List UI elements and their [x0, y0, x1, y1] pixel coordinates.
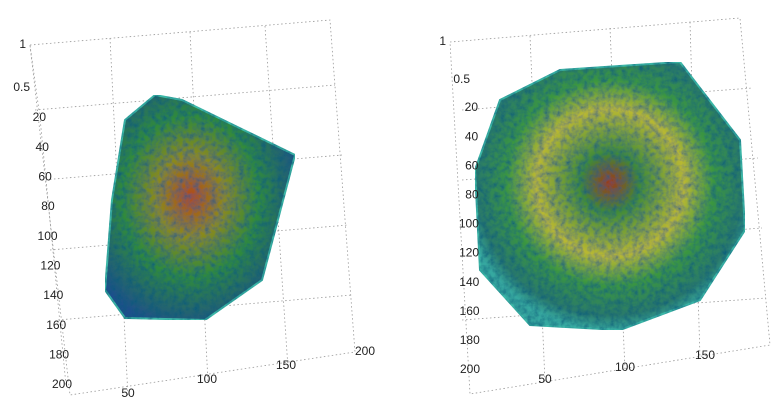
y-tick-label: 40 [36, 140, 50, 154]
z-tick-label: 0.5 [13, 80, 30, 94]
y-tick-label: 140 [459, 275, 479, 289]
y-tick-label: 80 [41, 199, 55, 213]
x-tick-label: 50 [121, 386, 135, 400]
y-tick-label: 20 [33, 110, 47, 124]
x-tick-label: 100 [615, 360, 635, 374]
x-tick-label: 150 [695, 348, 715, 362]
y-tick-label: 160 [46, 318, 66, 332]
y-tick-label: 60 [38, 170, 52, 184]
x-tick-label: 50 [538, 372, 552, 386]
y-tick-label: 120 [40, 259, 60, 273]
z-tick-label: 0.5 [453, 72, 470, 86]
y-tick-label: 160 [460, 304, 480, 318]
y-tick-label: 180 [49, 348, 69, 362]
surface [105, 95, 295, 320]
y-tick-label: 140 [43, 288, 63, 302]
y-tick-label: 100 [38, 229, 58, 243]
y-tick-label: 120 [459, 246, 479, 260]
z-tick-label: 1 [19, 37, 26, 51]
x-tick-label: 100 [197, 372, 217, 386]
y-tick-label: 200 [460, 362, 480, 376]
surface [475, 62, 745, 330]
figure: 50100150200204060801001201401601802000.5… [0, 0, 774, 408]
y-tick-label: 80 [465, 188, 479, 202]
z-tick-label: 1 [439, 34, 446, 48]
y-tick-label: 100 [459, 217, 479, 231]
x-tick-label: 200 [355, 344, 375, 358]
y-tick-label: 200 [52, 377, 72, 391]
y-tick-label: 20 [465, 100, 479, 114]
y-tick-label: 60 [465, 158, 479, 172]
x-tick-label: 150 [276, 358, 296, 372]
y-tick-label: 40 [465, 129, 479, 143]
y-tick-label: 180 [460, 333, 480, 347]
